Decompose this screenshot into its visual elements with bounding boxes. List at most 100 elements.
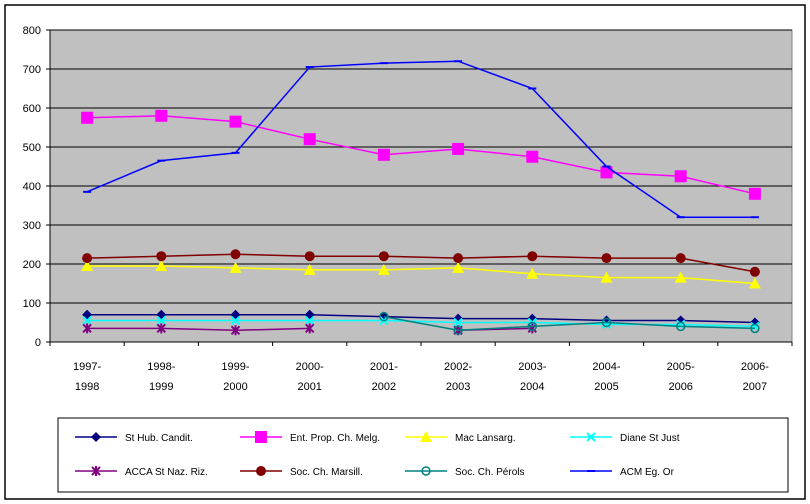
data-point <box>452 142 465 155</box>
data-point <box>527 251 538 262</box>
series-line <box>87 115 756 195</box>
data-point <box>748 187 761 200</box>
legend-marker <box>586 432 596 442</box>
data-point <box>526 267 539 279</box>
series-acm-eg-or <box>83 60 759 219</box>
data-point <box>526 150 539 163</box>
data-point <box>674 271 687 283</box>
legend-marker <box>256 466 266 476</box>
data-point <box>750 323 760 334</box>
series-line <box>87 265 755 285</box>
data-point <box>304 323 315 334</box>
data-point <box>303 263 316 275</box>
x-tick-label: 2000-2001 <box>296 361 324 393</box>
data-point <box>601 319 612 330</box>
data-point <box>748 277 761 289</box>
data-point <box>229 115 242 128</box>
data-point <box>453 317 463 328</box>
legend-item-acca-st-naz-riz: ACCA St Naz. Riz. <box>75 466 208 478</box>
legend-label: Mac Lansarg. <box>455 433 516 444</box>
legend: St Hub. Candit. Ent. Prop. Ch. Melg. Mac L… <box>75 431 680 478</box>
series-line <box>383 315 755 332</box>
data-point <box>601 317 612 328</box>
data-point <box>600 166 613 179</box>
y-tick-label: 200 <box>23 259 41 271</box>
data-point <box>453 325 463 336</box>
data-point <box>750 321 760 332</box>
data-point <box>527 321 538 332</box>
legend-box <box>57 417 789 493</box>
data-point <box>749 266 760 277</box>
data-point <box>379 311 389 322</box>
data-point <box>230 315 241 326</box>
series-line <box>87 313 755 324</box>
data-point <box>155 109 168 122</box>
legend-item-soc-ch-marsill: Soc. Ch. Marsill. <box>240 466 363 478</box>
data-point <box>156 315 167 326</box>
x-tick-label: 1998-1999 <box>147 361 175 393</box>
data-point <box>378 251 389 262</box>
data-point <box>675 321 686 332</box>
data-point <box>81 111 94 124</box>
legend-item-soc-ch-p-rols: Soc. Ch. Pérols <box>405 466 524 478</box>
series-line <box>86 60 755 218</box>
y-tick-label: 600 <box>23 103 41 115</box>
x-tick-label: 2005-2006 <box>667 361 695 393</box>
axes: 0 100 200 300 400 500 600 700 800 1997-1998 1998-1… <box>23 25 793 393</box>
data-point <box>304 315 315 326</box>
series-mac-lansarg <box>81 259 761 289</box>
legend-marker <box>91 466 101 476</box>
legend-marker <box>421 466 431 476</box>
legend-item-diane-st-just: Diane St Just <box>570 432 680 444</box>
legend-item-mac-lansarg: Mac Lansarg. <box>405 431 516 444</box>
legend-label: Soc. Ch. Pérols <box>455 467 524 478</box>
data-point <box>452 261 465 273</box>
x-tick-label: 1997-1998 <box>73 361 101 393</box>
data-point <box>229 261 242 273</box>
legend-label: Diane St Just <box>620 433 680 444</box>
legend-marker <box>255 431 267 443</box>
data-point <box>156 251 167 262</box>
grid-lines <box>50 29 792 304</box>
legend-marker <box>91 432 101 442</box>
data-point <box>82 323 92 334</box>
data-point <box>601 253 612 264</box>
y-tick-label: 700 <box>23 64 41 76</box>
y-tick-label: 0 <box>35 337 41 349</box>
y-tick-label: 300 <box>23 220 41 232</box>
y-tick-label: 500 <box>23 142 41 154</box>
data-point <box>82 253 93 264</box>
y-tick-label: 400 <box>23 181 41 193</box>
legend-item-st-hub-candit: St Hub. Candit. <box>75 432 193 444</box>
legend-label: St Hub. Candit. <box>125 433 193 444</box>
legend-label: ACCA St Naz. Riz. <box>125 467 208 478</box>
legend-item-ent-prop-ch-melg: Ent. Prop. Ch. Melg. <box>240 431 380 444</box>
data-point <box>675 253 686 264</box>
x-tick-label: 2006-2007 <box>741 361 769 393</box>
data-point <box>82 315 92 326</box>
data-point <box>303 133 316 146</box>
data-point <box>81 259 94 271</box>
y-tick-label: 800 <box>23 25 41 37</box>
series-soc-ch-marsill <box>82 249 760 277</box>
data-point <box>377 263 390 275</box>
data-point <box>674 170 687 183</box>
series-line <box>87 327 310 332</box>
x-tick-label: 2004-2005 <box>592 361 620 393</box>
series-ent-prop-ch-melg <box>81 109 761 200</box>
legend-item-acm-eg-or: ACM Eg. Or <box>570 467 675 478</box>
series-line <box>87 253 756 273</box>
legend-label: Ent. Prop. Ch. Melg. <box>290 433 380 444</box>
data-point <box>156 323 167 334</box>
legend-marker <box>420 431 432 442</box>
legend-label: Soc. Ch. Marsill. <box>290 467 363 478</box>
y-tick-label: 100 <box>23 298 41 310</box>
data-point <box>230 325 241 336</box>
x-tick-label: 2001-2002 <box>370 361 398 393</box>
x-tick-label: 2003-2004 <box>518 361 546 393</box>
data-point <box>377 148 390 161</box>
data-point <box>304 251 315 262</box>
legend-label: ACM Eg. Or <box>620 467 675 478</box>
x-tick-label: 2002-2003 <box>444 361 472 393</box>
